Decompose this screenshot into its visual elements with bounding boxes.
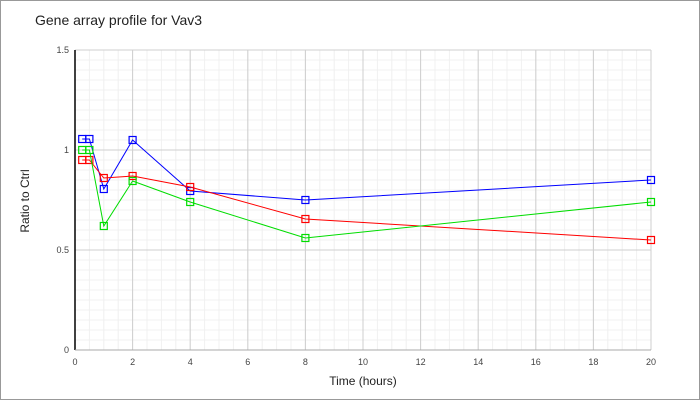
x-tick-label: 2 [130, 357, 135, 367]
x-tick-label: 14 [473, 357, 483, 367]
series-line-green [82, 149, 652, 239]
x-tick-label: 20 [646, 357, 656, 367]
chart-title: Gene array profile for Vav3 [35, 12, 202, 28]
y-tick-label: 1 [64, 145, 69, 155]
data-point-red [186, 182, 195, 192]
series-line-red [82, 159, 652, 241]
x-tick-label: 16 [531, 357, 541, 367]
data-point-red [85, 155, 94, 165]
data-point-green [301, 233, 310, 243]
y-tick-label: 0.5 [56, 245, 69, 255]
x-tick-label: 10 [358, 357, 368, 367]
x-tick-label: 0 [72, 357, 77, 367]
data-point-red [99, 173, 108, 183]
data-point-blue [85, 134, 94, 144]
data-point-blue [646, 175, 656, 185]
data-point-green [85, 145, 94, 155]
axes [74, 50, 651, 351]
data-point-blue [128, 135, 137, 145]
series-group [78, 134, 656, 245]
data-point-blue [99, 184, 108, 194]
tick-labels: 0 2 4 6 8 10 12 14 16 18 20 0 0.5 1 1.5 [56, 45, 656, 367]
data-point-blue [301, 195, 310, 205]
x-tick-label: 8 [303, 357, 308, 367]
data-point-red [646, 235, 656, 245]
x-axis-label: Time (hours) [329, 374, 397, 388]
grid [74, 49, 652, 351]
y-tick-label: 1.5 [56, 45, 69, 55]
x-tick-label: 12 [416, 357, 426, 367]
x-tick-label: 4 [188, 357, 193, 367]
data-point-red [128, 171, 137, 181]
x-tick-label: 6 [245, 357, 250, 367]
y-tick-label: 0 [64, 345, 69, 355]
series-line-blue [82, 138, 652, 201]
x-tick-label: 18 [588, 357, 598, 367]
data-point-red [301, 214, 310, 224]
data-point-green [99, 221, 108, 231]
y-axis-label: Ratio to Ctrl [18, 169, 32, 232]
data-point-green [186, 197, 195, 207]
data-point-green [646, 197, 656, 207]
data-point-green [128, 176, 137, 186]
